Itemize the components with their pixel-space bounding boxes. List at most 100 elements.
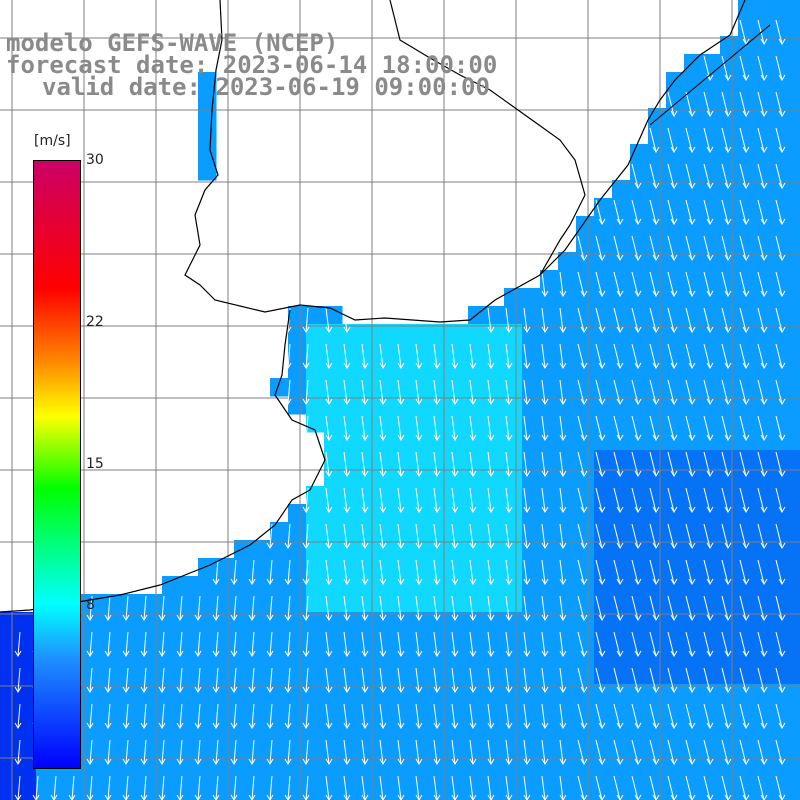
- field-cell: [414, 648, 433, 667]
- field-cell: [684, 234, 703, 253]
- field-cell: [738, 18, 757, 37]
- wind-arrow: [757, 487, 768, 513]
- field-cell: [558, 630, 577, 649]
- field-cell: [270, 630, 289, 649]
- field-cell: [234, 540, 253, 559]
- wind-arrow: [721, 55, 732, 81]
- wind-arrow: [505, 559, 513, 585]
- field-cell: [342, 378, 361, 397]
- field-cell: [720, 396, 739, 415]
- wind-arrow: [757, 343, 768, 369]
- field-cell: [576, 378, 595, 397]
- field-cell: [72, 774, 91, 793]
- field-cell: [0, 720, 19, 739]
- field-cell: [648, 270, 667, 289]
- wind-arrow: [140, 595, 148, 621]
- field-cell: [720, 738, 739, 757]
- wind-arrow: [523, 703, 531, 729]
- field-cell: [90, 612, 109, 631]
- field-cell: [720, 666, 739, 685]
- colorbar-unit-label: [m/s]: [34, 133, 71, 149]
- wind-arrow: [667, 343, 678, 369]
- field-cell: [360, 666, 379, 685]
- wind-arrow: [379, 523, 387, 549]
- wind-arrow: [469, 487, 477, 513]
- field-cell: [198, 126, 217, 145]
- field-cell: [576, 702, 595, 721]
- field-cell: [414, 576, 433, 595]
- field-cell: [738, 666, 757, 685]
- field-cell: [756, 594, 775, 613]
- field-cell: [396, 630, 415, 649]
- field-cell: [486, 360, 505, 379]
- field-cell: [684, 180, 703, 199]
- wind-arrow: [302, 703, 310, 729]
- field-cell: [324, 576, 343, 595]
- field-cell: [666, 630, 685, 649]
- wind-arrow: [487, 307, 495, 333]
- field-cell: [738, 324, 757, 343]
- field-cell: [306, 360, 325, 379]
- wind-arrow: [469, 703, 477, 729]
- field-cell: [468, 720, 487, 739]
- field-cell: [540, 648, 559, 667]
- wind-arrow: [775, 559, 786, 585]
- field-cell: [738, 720, 757, 739]
- field-cell: [720, 540, 739, 559]
- field-cell: [288, 666, 307, 685]
- field-cell: [198, 774, 217, 793]
- wind-arrow: [212, 739, 220, 765]
- field-cell: [630, 270, 649, 289]
- wind-arrow: [361, 415, 369, 441]
- wind-arrow: [757, 739, 768, 765]
- field-cell: [378, 540, 397, 559]
- wind-arrow: [703, 451, 714, 477]
- field-cell: [486, 540, 505, 559]
- wind-arrow: [739, 739, 750, 765]
- wind-arrow: [325, 703, 333, 729]
- field-cell: [342, 360, 361, 379]
- wind-arrow: [775, 667, 786, 693]
- field-cell: [522, 288, 541, 307]
- field-cell: [180, 576, 199, 595]
- field-cell: [666, 162, 685, 181]
- field-cell: [324, 522, 343, 541]
- field-cell: [594, 576, 613, 595]
- wind-arrow: [577, 487, 588, 513]
- field-cell: [792, 594, 800, 613]
- wind-arrow: [487, 559, 495, 585]
- field-cell: [342, 432, 361, 451]
- field-cell: [666, 396, 685, 415]
- field-cell: [540, 720, 559, 739]
- field-cell: [648, 216, 667, 235]
- field-cell: [702, 648, 721, 667]
- field-cell: [144, 648, 163, 667]
- field-cell: [198, 594, 217, 613]
- field-cell: [360, 324, 379, 343]
- field-cell: [666, 612, 685, 631]
- field-cell: [684, 72, 703, 91]
- wind-arrow: [451, 739, 459, 765]
- wind-arrow: [194, 667, 202, 693]
- field-cell: [414, 342, 433, 361]
- field-cell: [702, 108, 721, 127]
- field-cell: [612, 414, 631, 433]
- field-cell: [360, 342, 379, 361]
- field-cell: [36, 792, 55, 800]
- wind-arrow: [469, 451, 477, 477]
- wind-arrow: [667, 127, 678, 153]
- wind-arrow: [775, 235, 786, 261]
- wind-arrow: [230, 631, 238, 657]
- field-cell: [594, 666, 613, 685]
- wind-arrow: [685, 523, 696, 549]
- wind-arrow: [487, 343, 495, 369]
- field-cell: [792, 378, 800, 397]
- wind-arrow: [721, 595, 732, 621]
- field-cell: [522, 738, 541, 757]
- field-cell: [288, 594, 307, 613]
- wind-arrow: [104, 595, 112, 621]
- field-cell: [720, 468, 739, 487]
- wind-arrow: [703, 127, 714, 153]
- field-cell: [648, 648, 667, 667]
- field-cell: [738, 450, 757, 469]
